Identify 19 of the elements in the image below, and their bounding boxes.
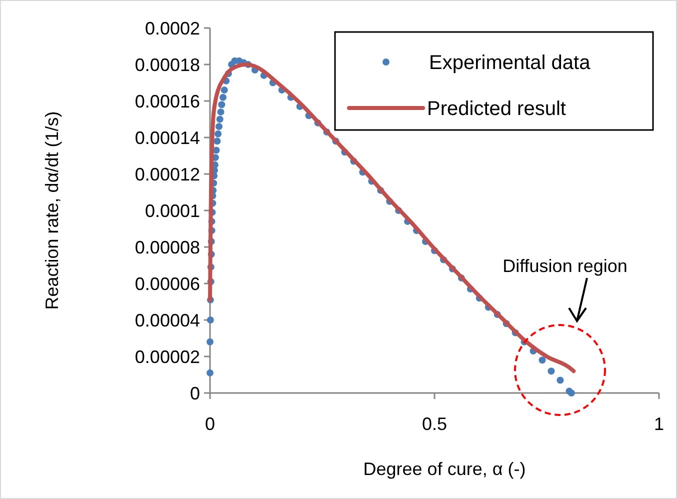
y-tick-label: 0.00004: [134, 310, 200, 330]
y-tick-label: 0.00018: [134, 54, 200, 75]
x-tick-label: 0.5: [422, 414, 448, 434]
y-tick-label: 0.00002: [134, 346, 200, 367]
y-tick-label: 0: [190, 383, 200, 404]
x-tick-label: 0: [204, 414, 216, 434]
y-axis-title: Reaction rate, dα/dt (1/s): [42, 111, 62, 310]
y-tick-label: 0.0001: [144, 200, 200, 221]
y-tick-label: 0.00012: [134, 164, 200, 184]
y-tick-label: 0.0002: [144, 18, 200, 38]
y-tick-label: 0.00016: [134, 91, 200, 112]
annotation: Diffusion region: [502, 256, 628, 276]
y-tick-label: 0.00008: [134, 237, 200, 258]
x-tick-label: 1: [654, 414, 664, 434]
y-tick-label: 0.00014: [134, 128, 200, 148]
x-axis-title: Degree of cure, α (-): [363, 459, 526, 479]
legend-label: Experimental data: [429, 52, 592, 74]
legend-label: Predicted result: [427, 98, 566, 120]
y-tick-label: 0.00006: [134, 274, 200, 294]
